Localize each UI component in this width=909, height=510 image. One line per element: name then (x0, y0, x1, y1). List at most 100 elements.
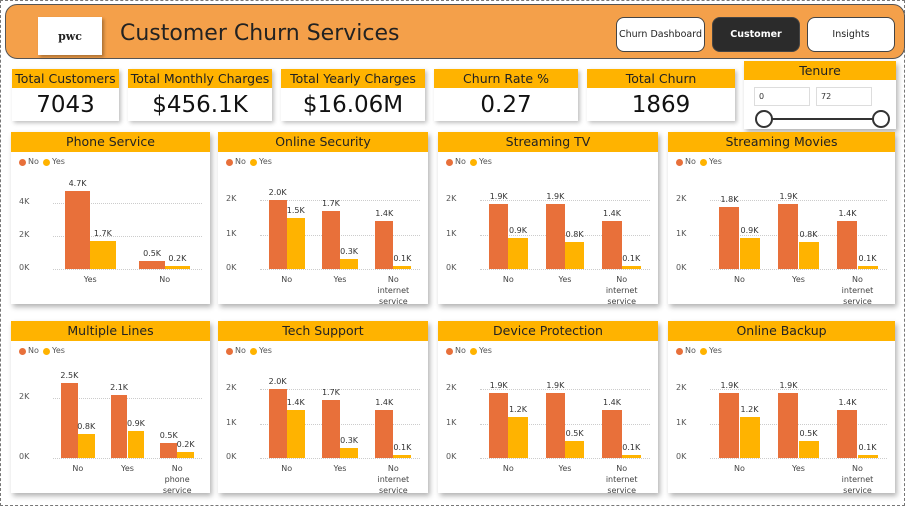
legend-dot (676, 159, 683, 166)
legend-label: No (235, 157, 246, 166)
y-tick-label: 2K (676, 383, 687, 393)
grid-line (260, 234, 420, 236)
x-tick-label: Yes (83, 275, 97, 284)
nav-button[interactable]: Insights (807, 17, 895, 52)
data-label: 0.8K (77, 422, 96, 431)
y-tick-label: 2K (676, 194, 687, 204)
grid-line (480, 200, 650, 202)
y-tick-label: 1K (226, 228, 237, 238)
legend-dot (470, 348, 477, 355)
bar (798, 241, 819, 269)
x-tick-label: Yes (333, 275, 347, 284)
legend-dot (19, 348, 26, 355)
kpi-card: Total Churn 1869 (587, 69, 735, 121)
grid-line (260, 458, 420, 459)
data-label: 1.2K (740, 404, 759, 414)
chart-title: Multiple Lines (11, 321, 210, 341)
legend-dot (700, 348, 707, 355)
data-label: 4.7K (68, 179, 87, 189)
slider-handle[interactable] (755, 110, 773, 128)
max-input[interactable]: 72 (816, 87, 872, 106)
kpi-label: Total Churn (587, 69, 735, 88)
bar (340, 258, 359, 269)
bar (508, 238, 528, 269)
data-label: 0.5K (143, 248, 162, 258)
bar (778, 392, 799, 458)
x-tick-label: No internet service (605, 464, 638, 495)
data-label: 1.9K (489, 380, 508, 390)
data-label: 0.9K (508, 226, 527, 236)
nav-button[interactable]: Churn Dashboard (616, 17, 705, 52)
y-tick-label: 0K (446, 263, 457, 272)
y-tick-label: 0K (226, 452, 237, 461)
grid-line (53, 202, 202, 204)
nav-button[interactable]: Customer Services (712, 17, 800, 73)
data-label: 1.2K (508, 404, 527, 414)
data-label: 0.8K (799, 229, 818, 239)
data-label: 1.9K (489, 191, 508, 201)
x-tick-label: No internet service (841, 464, 874, 495)
chart-title: Streaming Movies (668, 132, 895, 152)
bar (739, 238, 760, 269)
y-tick-label: 2K (19, 392, 30, 401)
chart-title: Online Backup (668, 321, 895, 341)
chart-panel: Online Backup 0K 1K 2K No Yes No 1.9K 1.2K Yes 1.9… (668, 321, 895, 495)
grid-line (53, 458, 202, 459)
legend-label: Yes (709, 157, 722, 166)
grid-line (480, 389, 650, 391)
data-label: 0.1K (622, 253, 641, 263)
bar (340, 447, 359, 458)
bar (739, 416, 760, 458)
data-label: 1.8K (720, 195, 739, 205)
kpi-card: Churn Rate % 0.27 (434, 69, 578, 121)
data-label: 2.1K (110, 383, 129, 392)
grid-line (710, 269, 887, 270)
chart-panel: Streaming TV 0K 1K 2K No Yes No 1.9K 0.9K Yes 1.9K… (438, 132, 658, 306)
data-label: 0.5K (565, 428, 584, 438)
slider-handle[interactable] (872, 110, 890, 128)
x-tick-label: Yes (333, 464, 347, 473)
chart-panel: Device Protection 0K 1K 2K No Yes No 1.9K 1.2K Ye… (438, 321, 658, 495)
grid-line (480, 458, 650, 459)
bar (798, 440, 819, 458)
data-label: 1.5K (286, 205, 305, 215)
bar (127, 431, 145, 458)
legend-dot (250, 348, 257, 355)
legend-label: No (455, 346, 466, 355)
data-label: 1.9K (720, 380, 739, 390)
legend-dot (700, 159, 707, 166)
bar (837, 221, 858, 269)
data-label: 0.9K (126, 419, 145, 428)
kpi-label: Total Customers (12, 69, 119, 88)
data-label: 1.9K (779, 380, 798, 390)
bar (857, 454, 878, 458)
data-label: 1.9K (546, 380, 565, 390)
x-tick-label: No internet service (841, 275, 874, 306)
bar (268, 389, 287, 458)
y-tick-label: 1K (446, 417, 457, 427)
kpi-card: Total Yearly Charges $16.06M (281, 69, 425, 121)
y-tick-label: 0K (446, 452, 457, 461)
bar (110, 395, 128, 458)
legend-label: No (455, 157, 466, 166)
x-tick-label: No (72, 464, 84, 473)
bar (393, 265, 412, 269)
data-label: 0.3K (340, 246, 359, 256)
x-tick-label: No (281, 464, 293, 473)
data-label: 1.4K (286, 398, 305, 407)
y-tick-label: 0K (19, 263, 30, 272)
legend-label: Yes (259, 157, 272, 166)
x-tick-label: Yes (792, 464, 805, 473)
x-tick-label: No (734, 464, 745, 473)
y-tick-label: 1K (226, 417, 237, 427)
grid-line (260, 423, 420, 425)
bar (778, 203, 799, 269)
bar (286, 217, 305, 269)
x-tick-label: Yes (121, 464, 134, 473)
bar (719, 392, 740, 458)
data-label: 0.1K (622, 442, 641, 452)
grid-line (480, 234, 650, 236)
bar (177, 452, 195, 458)
min-input[interactable]: 0 (754, 87, 810, 106)
